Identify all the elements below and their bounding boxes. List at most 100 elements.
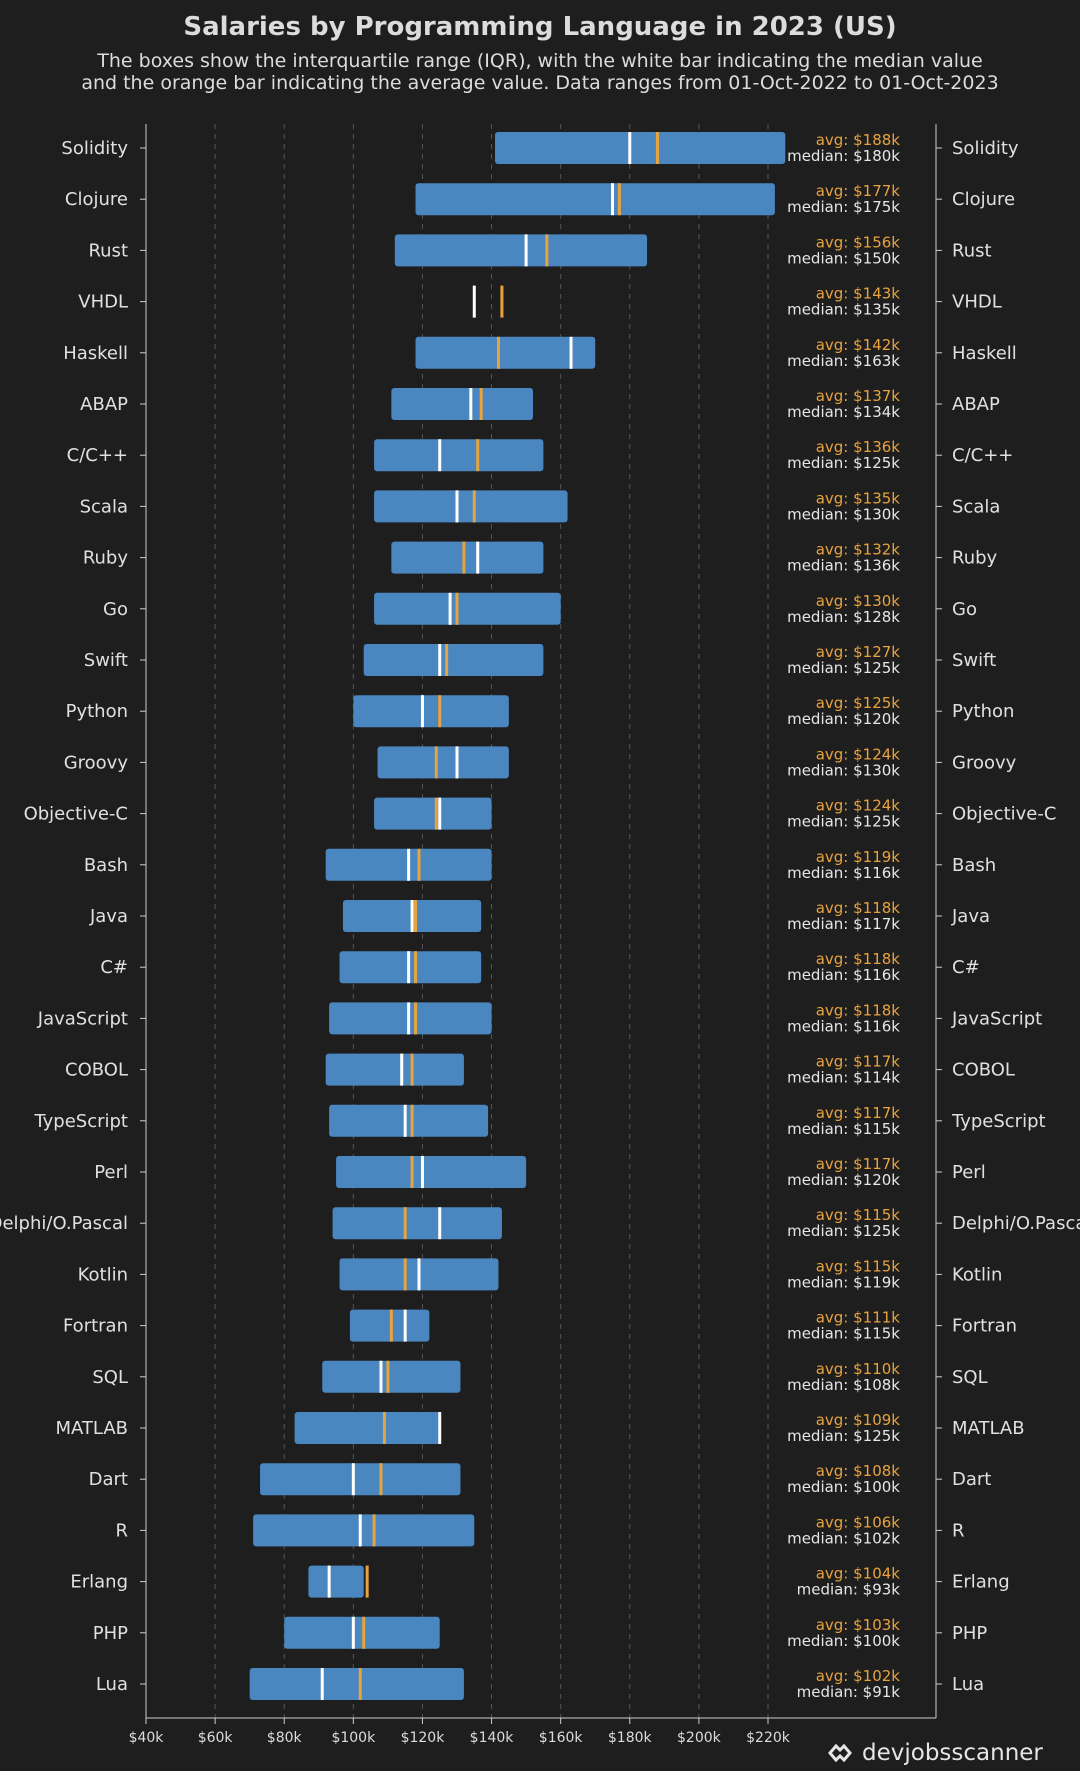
avg-value-label: avg: $108k <box>816 1462 901 1480</box>
language-label-left: Groovy <box>64 752 129 773</box>
language-label-left: R <box>115 1520 128 1541</box>
language-label-left: Bash <box>84 855 128 876</box>
median-value-label: median: $116k <box>787 966 900 984</box>
median-bar <box>438 439 442 472</box>
median-value-label: median: $163k <box>787 352 900 370</box>
x-tick-label: $200k <box>677 1730 722 1746</box>
language-label-left: C/C++ <box>67 445 128 466</box>
language-label-left: SQL <box>92 1367 128 1388</box>
median-bar <box>448 592 452 625</box>
language-label-right: Solidity <box>952 138 1019 159</box>
median-bar <box>400 1053 404 1086</box>
median-value-label: median: $125k <box>787 659 900 677</box>
language-label-right: Swift <box>952 650 996 671</box>
avg-bar <box>617 183 621 216</box>
avg-value-label: avg: $177k <box>816 182 901 200</box>
language-label-left: TypeScript <box>33 1111 128 1132</box>
avg-value-label: avg: $111k <box>816 1309 901 1327</box>
median-value-label: median: $130k <box>787 505 900 523</box>
avg-value-label: avg: $118k <box>816 950 901 968</box>
iqr-box <box>332 1207 502 1240</box>
avg-bar <box>389 1309 393 1342</box>
language-label-left: Delphi/O.Pascal <box>0 1213 128 1234</box>
avg-value-label: avg: $103k <box>816 1616 901 1634</box>
median-value-label: median: $125k <box>787 813 900 831</box>
iqr-box <box>322 1360 461 1393</box>
x-tick-label: $220k <box>746 1730 791 1746</box>
avg-value-label: avg: $132k <box>816 541 901 559</box>
median-value-label: median: $125k <box>787 1222 900 1240</box>
avg-bar <box>379 1463 383 1496</box>
subtitle-line-2: and the orange bar indicating the averag… <box>81 72 999 94</box>
iqr-box <box>374 797 492 830</box>
iqr-box <box>374 439 544 472</box>
language-label-left: Go <box>103 599 128 620</box>
language-label-left: Haskell <box>63 343 128 364</box>
language-label-right: C/C++ <box>952 445 1013 466</box>
avg-value-label: avg: $115k <box>816 1257 901 1275</box>
language-label-right: Dart <box>952 1469 991 1490</box>
iqr-box <box>253 1514 475 1547</box>
median-bar <box>417 1258 421 1291</box>
median-value-label: median: $115k <box>787 1120 900 1138</box>
language-label-left: MATLAB <box>55 1418 128 1439</box>
iqr-box <box>377 746 509 779</box>
brand-logo: devjobsscanner <box>826 1740 1043 1766</box>
median-bar <box>611 183 614 216</box>
language-label-right: VHDL <box>952 292 1002 313</box>
avg-value-label: avg: $137k <box>816 387 901 405</box>
median-bar <box>407 848 411 881</box>
median-value-label: median: $116k <box>787 1017 900 1035</box>
language-label-right: Python <box>952 701 1014 722</box>
iqr-box <box>415 183 775 216</box>
x-tick-label: $160k <box>539 1730 584 1746</box>
subtitle-line-1: The boxes show the interquartile range (… <box>97 50 983 72</box>
median-bar <box>438 1412 442 1444</box>
avg-bar <box>372 1514 376 1547</box>
iqr-box <box>394 234 648 267</box>
median-bar <box>379 1360 383 1393</box>
iqr-box <box>349 1309 430 1342</box>
language-label-right: MATLAB <box>952 1418 1025 1439</box>
median-value-label: median: $115k <box>787 1325 900 1343</box>
avg-value-label: avg: $106k <box>816 1513 901 1531</box>
language-label-left: PHP <box>93 1623 128 1644</box>
median-value-label: median: $100k <box>787 1632 900 1650</box>
iqr-box <box>284 1616 440 1649</box>
language-label-right: TypeScript <box>951 1111 1046 1132</box>
avg-value-label: avg: $115k <box>816 1206 901 1224</box>
language-label-right: ABAP <box>952 394 1000 415</box>
language-label-right: PHP <box>952 1623 987 1644</box>
iqr-box <box>329 1002 492 1035</box>
avg-value-label: avg: $125k <box>816 694 901 712</box>
language-label-left: Objective-C <box>24 804 128 825</box>
iqr-box <box>495 132 786 164</box>
median-value-label: median: $136k <box>787 557 900 575</box>
median-value-label: median: $130k <box>787 761 900 779</box>
median-bar <box>476 541 480 574</box>
avg-value-label: avg: $118k <box>816 899 901 917</box>
language-label-left: Python <box>66 701 128 722</box>
language-label-left: Lua <box>96 1674 128 1695</box>
median-bar <box>569 336 573 369</box>
x-tick-label: $40k <box>129 1730 165 1746</box>
language-label-right: Delphi/O.Pascal <box>952 1213 1080 1234</box>
median-bar <box>320 1668 324 1700</box>
avg-bar <box>476 439 480 472</box>
median-bar <box>403 1309 407 1342</box>
avg-bar <box>382 1412 386 1444</box>
avg-value-label: avg: $104k <box>816 1565 901 1583</box>
language-label-left: Erlang <box>70 1572 128 1593</box>
chart-title: Salaries by Programming Language in 2023… <box>183 12 897 42</box>
avg-bar <box>445 644 449 676</box>
iqr-box <box>336 1156 527 1188</box>
median-value-label: median: $119k <box>787 1273 900 1291</box>
avg-bar <box>462 541 466 574</box>
avg-value-label: avg: $143k <box>816 285 901 303</box>
language-label-right: Erlang <box>952 1572 1010 1593</box>
avg-bar <box>500 285 504 318</box>
language-label-right: Groovy <box>952 752 1017 773</box>
language-label-left: C# <box>100 957 128 978</box>
median-bar <box>407 951 411 984</box>
